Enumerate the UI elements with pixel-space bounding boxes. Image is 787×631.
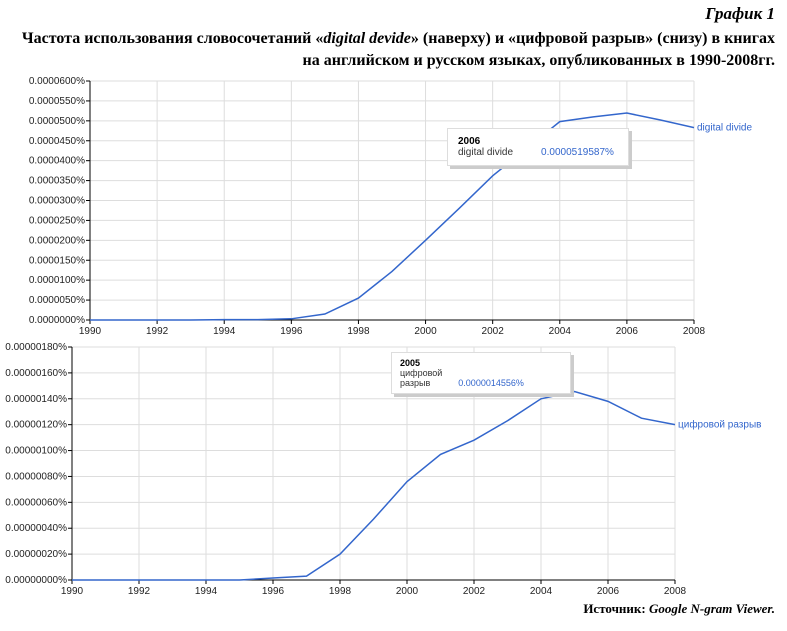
x-tick-label: 1998 (329, 586, 352, 597)
y-tick-label: 0.0000400% (29, 156, 85, 167)
source-value: Google N-gram Viewer. (648, 601, 775, 616)
series-line (90, 112, 695, 321)
tooltip-series: digital divide (458, 147, 514, 158)
y-tick-label: 0.0000150% (29, 255, 85, 266)
tooltip-bottom: 2005 цифровой разрыв 0.0000014556% (391, 352, 571, 394)
x-tick-label: 2004 (549, 326, 572, 337)
y-tick-label: 0.00000060% (5, 497, 67, 508)
y-tick-label: 0.0000500% (29, 116, 85, 127)
y-tick-label: 0.0000000% (29, 315, 85, 326)
x-tick-label: 1992 (128, 586, 151, 597)
y-tick-label: 0.0000600% (29, 76, 85, 87)
x-tick-label: 1992 (146, 326, 169, 337)
tooltip-value: 0.0000014556% (458, 378, 524, 388)
tooltip-top: 2006 digital divide 0.0000519587% (447, 128, 629, 166)
y-tick-label: 0.0000050% (29, 295, 85, 306)
y-tick-label: 0.0000300% (29, 196, 85, 207)
x-tick-label: 2006 (616, 326, 639, 337)
tooltip-year: 2005 (400, 358, 421, 368)
y-tick-label: 0.00000080% (5, 471, 67, 482)
y-tick-label: 0.00000120% (5, 420, 67, 431)
source-label: Источник: (583, 601, 649, 616)
y-tick-label: 0.0000200% (29, 235, 85, 246)
x-tick-label: 1990 (61, 586, 84, 597)
x-tick-label: 1990 (79, 326, 102, 337)
series-label: digital divide (697, 123, 752, 134)
figure-title: Частота использования словосочетаний «di… (5, 28, 775, 72)
tooltip-series: цифровой разрыв (400, 368, 443, 388)
y-tick-label: 0.00000020% (5, 549, 67, 560)
y-tick-label: 0.0000450% (29, 136, 85, 147)
x-tick-label: 2000 (414, 326, 437, 337)
x-tick-label: 1998 (347, 326, 370, 337)
title-part: » (наверху) и «цифровой разрыв» (снизу) … (302, 30, 775, 69)
y-tick-label: 0.0000250% (29, 215, 85, 226)
x-tick-label: 2002 (482, 326, 505, 337)
x-tick-label: 2008 (683, 326, 706, 337)
figure-label: График 1 (705, 4, 775, 23)
y-tick-label: 0.00000140% (5, 394, 67, 405)
x-tick-label: 2002 (463, 586, 486, 597)
y-tick-label: 0.00000160% (5, 368, 67, 379)
x-tick-label: 1994 (213, 326, 236, 337)
tooltip-year: 2006 (458, 136, 481, 147)
y-tick-label: 0.00000180% (5, 342, 67, 353)
y-tick-label: 0.0000100% (29, 275, 85, 286)
y-tick-label: 0.0000550% (29, 96, 85, 107)
series-label: цифровой разрыв (678, 419, 761, 431)
x-tick-label: 2004 (530, 586, 553, 597)
tooltip-value: 0.0000519587% (541, 147, 614, 158)
y-tick-label: 0.00000100% (5, 446, 67, 457)
y-tick-label: 0.0000350% (29, 176, 85, 187)
title-term: digital devide (323, 30, 411, 47)
y-tick-label: 0.00000040% (5, 523, 67, 534)
x-tick-label: 1994 (195, 586, 218, 597)
x-tick-label: 2008 (664, 586, 687, 597)
series-line (72, 390, 676, 581)
x-tick-label: 2006 (597, 586, 620, 597)
x-tick-label: 2000 (396, 586, 419, 597)
y-tick-label: 0.00000000% (5, 575, 67, 586)
x-tick-label: 1996 (280, 326, 303, 337)
title-part: Частота использования словосочетаний « (21, 30, 324, 47)
source-note: Источник: Google N-gram Viewer. (583, 601, 775, 617)
x-tick-label: 1996 (262, 586, 285, 597)
